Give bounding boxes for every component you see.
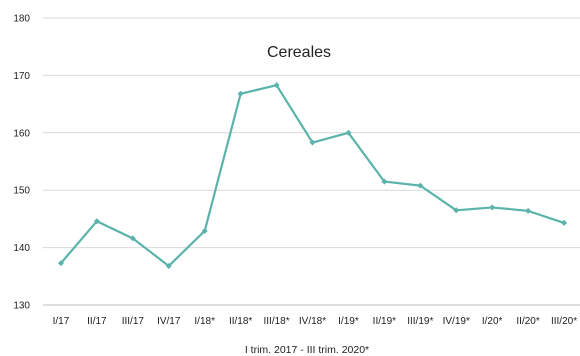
data-point: [345, 129, 352, 136]
y-tick-label: 140: [13, 243, 30, 254]
series-line: [60, 84, 565, 268]
x-tick-label: II/18*: [229, 316, 252, 327]
y-tick-labels: 130 140 150 160 170 180: [13, 14, 30, 312]
data-point: [201, 227, 208, 234]
y-tick-label: 170: [13, 71, 30, 82]
x-tick-label: III/17: [122, 316, 145, 327]
data-point: [57, 260, 64, 267]
y-tick-label: 160: [13, 128, 30, 139]
y-tick-label: 130: [13, 301, 30, 312]
series-layer: [57, 82, 568, 269]
chart-title: Cereales: [267, 44, 331, 61]
y-tick-label: 150: [13, 186, 30, 197]
data-point: [381, 178, 388, 185]
gridlines: [43, 17, 580, 306]
x-tick-labels: I/17 II/17 III/17 IV/17 I/18* II/18* III/18* IV…: [53, 316, 578, 327]
x-axis-title: I trim. 2017 - III trim. 2020*: [245, 344, 369, 356]
data-point: [129, 235, 136, 242]
x-tick-label: III/19*: [407, 316, 433, 327]
x-tick-label: I/18*: [194, 316, 215, 327]
x-tick-label: I/17: [53, 316, 70, 327]
data-point: [417, 182, 424, 189]
x-tick-label: I/19*: [338, 316, 359, 327]
data-point: [273, 82, 280, 89]
x-tick-label: II/19*: [373, 316, 396, 327]
x-tick-label: IV/19*: [443, 316, 470, 327]
x-tick-label: IV/17: [157, 316, 181, 327]
data-point: [93, 218, 100, 225]
x-tick-label: III/20*: [551, 316, 577, 327]
y-tick-label: 180: [13, 14, 30, 25]
data-point: [489, 204, 496, 211]
data-point: [561, 219, 568, 226]
x-tick-label: I/20*: [482, 316, 503, 327]
data-point: [237, 90, 244, 97]
data-point: [165, 262, 172, 269]
x-tick-label: III/18*: [263, 316, 289, 327]
x-tick-label: II/17: [87, 316, 107, 327]
x-tick-label: IV/18*: [299, 316, 326, 327]
data-point: [453, 207, 460, 214]
data-point: [525, 207, 532, 214]
data-point: [309, 139, 316, 146]
x-tick-label: II/20*: [516, 316, 539, 327]
